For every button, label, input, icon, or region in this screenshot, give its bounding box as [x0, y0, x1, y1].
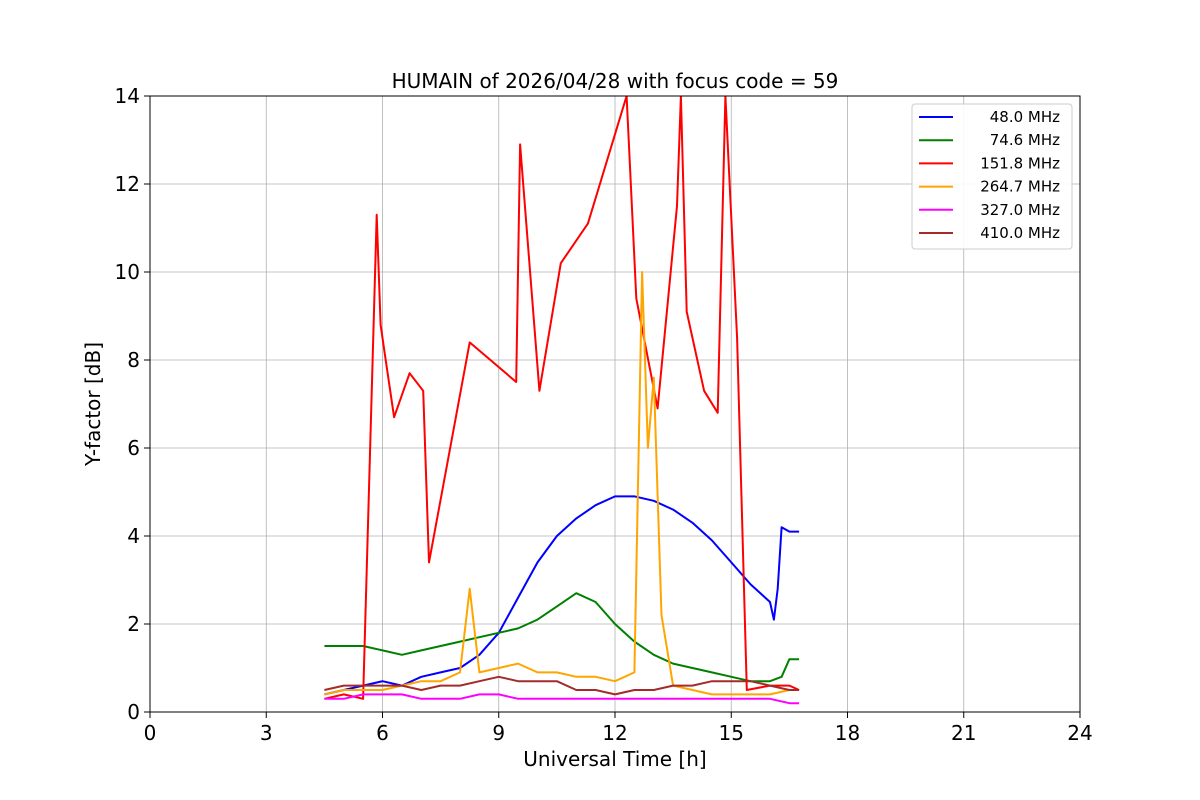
chart: HUMAIN of 2026/04/28 with focus code = 5… [0, 0, 1200, 800]
y-tick-label: 10 [115, 260, 140, 284]
x-tick-label: 6 [376, 721, 389, 745]
x-tick-label: 21 [951, 721, 976, 745]
x-tick-label: 12 [602, 721, 627, 745]
y-tick-label: 8 [127, 348, 140, 372]
x-tick-label: 24 [1067, 721, 1092, 745]
x-axis-label: Universal Time [h] [523, 747, 706, 771]
legend-label-264-7-mhz: 264.7 MHz [980, 178, 1060, 196]
legend: 48.0 MHz 74.6 MHz 151.8 MHz 264.7 MHz 327.0 … [912, 104, 1072, 249]
legend-label-74-6-mhz: 74.6 MHz [990, 131, 1060, 149]
y-tick-label: 6 [127, 436, 140, 460]
x-tick-label: 9 [492, 721, 505, 745]
y-tick-label: 0 [127, 700, 140, 724]
chart-title: HUMAIN of 2026/04/28 with focus code = 5… [392, 69, 839, 93]
x-tick-label: 3 [260, 721, 273, 745]
legend-label-410-0-mhz: 410.0 MHz [980, 224, 1060, 242]
y-tick-label: 12 [115, 172, 140, 196]
legend-label-48-0-mhz: 48.0 MHz [990, 108, 1060, 126]
x-tick-label: 18 [835, 721, 860, 745]
y-tick-label: 4 [127, 524, 140, 548]
x-tick-label: 0 [144, 721, 157, 745]
y-tick-label: 2 [127, 612, 140, 636]
legend-label-327-0-mhz: 327.0 MHz [980, 201, 1060, 219]
y-axis-label: Y-factor [dB] [81, 342, 105, 467]
legend-label-151-8-mhz: 151.8 MHz [980, 154, 1060, 172]
x-tick-label: 15 [719, 721, 744, 745]
y-tick-label: 14 [115, 84, 140, 108]
